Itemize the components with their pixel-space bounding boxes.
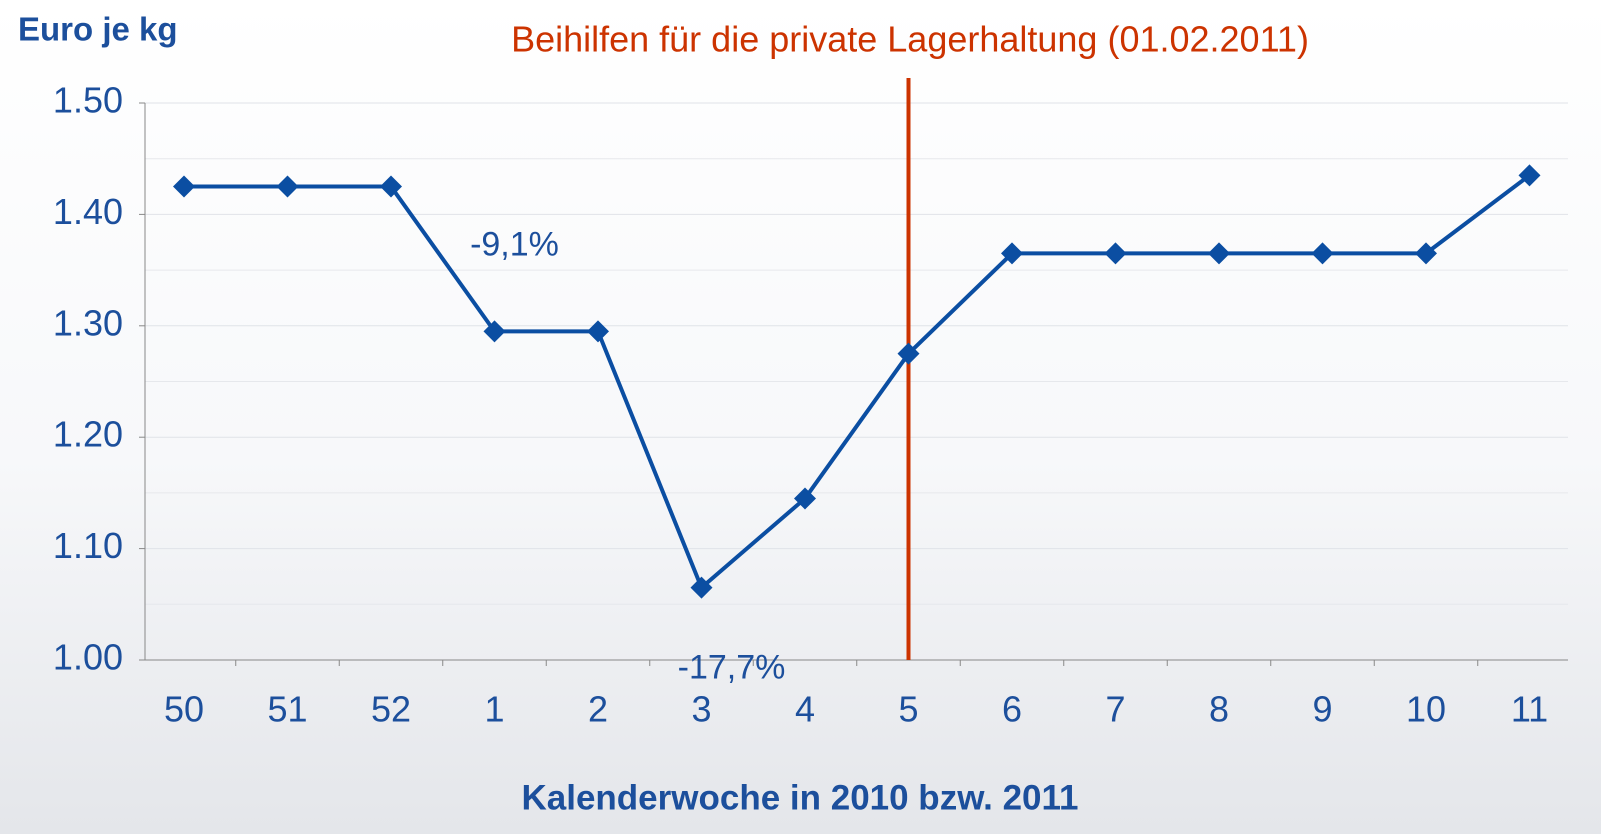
annotation: -17,7% bbox=[678, 649, 786, 687]
event-label: Beihilfen für die private Lagerhaltung (… bbox=[511, 19, 1309, 60]
marker bbox=[1104, 242, 1127, 265]
marker bbox=[1518, 164, 1541, 187]
x-tick-label: 1 bbox=[484, 689, 504, 730]
x-tick-label: 52 bbox=[371, 689, 411, 730]
marker bbox=[380, 175, 402, 198]
x-tick-label: 2 bbox=[588, 689, 608, 730]
marker bbox=[1415, 242, 1437, 265]
series-line bbox=[184, 173, 1531, 590]
marker bbox=[690, 576, 713, 599]
marker bbox=[1311, 242, 1334, 265]
x-tick-label: 51 bbox=[267, 689, 307, 730]
x-tick-label: 6 bbox=[1002, 689, 1022, 730]
marker bbox=[1208, 242, 1230, 265]
y-tick-label: 1.30 bbox=[53, 302, 123, 343]
marker bbox=[587, 320, 609, 343]
x-tick-label: 11 bbox=[1511, 689, 1548, 730]
y-tick-label: 1.50 bbox=[53, 80, 123, 121]
marker bbox=[897, 342, 920, 365]
y-axis-title: Euro je kg bbox=[18, 11, 178, 48]
x-tick-label: 9 bbox=[1312, 689, 1332, 730]
marker bbox=[794, 487, 816, 510]
x-tick-label: 3 bbox=[691, 689, 711, 730]
x-tick-label: 7 bbox=[1105, 689, 1125, 730]
y-tick-label: 1.00 bbox=[53, 637, 123, 678]
marker bbox=[483, 320, 506, 343]
x-tick-label: 5 bbox=[898, 689, 918, 730]
marker bbox=[1001, 242, 1023, 265]
y-tick-label: 1.20 bbox=[53, 414, 123, 455]
y-tick-label: 1.10 bbox=[53, 525, 123, 566]
y-tick-label: 1.40 bbox=[53, 191, 123, 232]
x-tick-label: 8 bbox=[1209, 689, 1229, 730]
x-tick-label: 50 bbox=[164, 689, 204, 730]
x-axis-title: Kalenderwoche in 2010 bzw. 2011 bbox=[521, 778, 1078, 817]
marker bbox=[276, 175, 299, 198]
marker bbox=[173, 175, 195, 198]
x-tick-label: 10 bbox=[1406, 689, 1446, 730]
x-tick-label: 4 bbox=[795, 689, 815, 730]
annotation: -9,1% bbox=[470, 225, 559, 263]
